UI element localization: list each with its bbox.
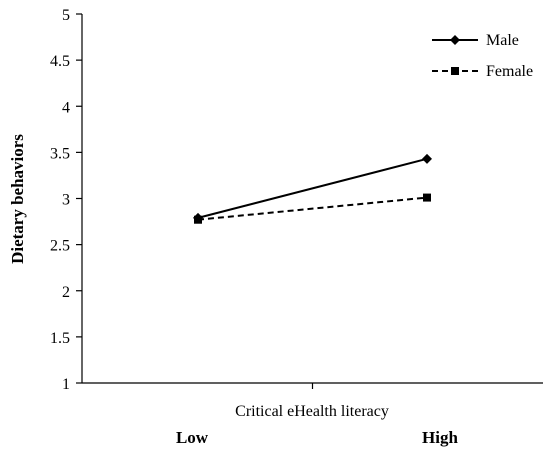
x-category-label-high: High <box>422 428 458 447</box>
legend-label-male: Male <box>486 32 519 49</box>
series-line-male <box>197 157 428 219</box>
y-tick-label: 3.5 <box>50 145 70 162</box>
y-axis-ticks: 1 1.5 2 2.5 3 3.5 4 4.5 5 <box>50 7 82 393</box>
y-tick-label: 3 <box>62 192 70 209</box>
data-point-female <box>423 193 431 202</box>
y-tick-label: 4.5 <box>50 53 70 70</box>
data-point-female <box>194 215 202 224</box>
y-tick-label: 1.5 <box>50 330 70 347</box>
legend-marker-male <box>450 35 460 45</box>
y-tick-label: 5 <box>62 7 70 24</box>
series-line-female <box>197 196 428 221</box>
x-category-label-low: Low <box>176 428 209 447</box>
data-point-male <box>422 153 432 164</box>
legend-marker-female <box>451 67 459 75</box>
y-tick-label: 1 <box>62 376 70 393</box>
series-group <box>193 153 432 224</box>
y-axis-title: Dietary behaviors <box>8 134 27 264</box>
legend: Male Female <box>432 32 533 80</box>
x-axis-title: Critical eHealth literacy <box>235 403 389 420</box>
y-tick-label: 2 <box>62 284 70 301</box>
legend-label-female: Female <box>486 63 533 80</box>
y-tick-label: 2.5 <box>50 238 70 255</box>
y-tick-label: 4 <box>62 99 70 116</box>
